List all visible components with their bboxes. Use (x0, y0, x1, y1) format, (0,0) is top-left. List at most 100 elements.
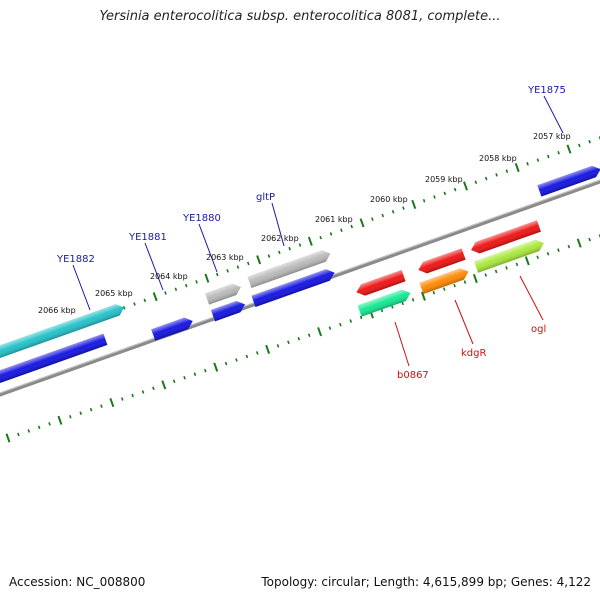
inner-tick (17, 432, 20, 437)
outer-tick (588, 139, 591, 144)
outer-tick (536, 158, 540, 162)
inner-tick (505, 266, 508, 270)
outer-tick (422, 198, 426, 203)
reverse-gene-label[interactable]: b0867 (397, 370, 429, 381)
inner-tick (120, 397, 124, 401)
gene-ye1882-rev[interactable] (0, 333, 108, 399)
outer-tick (143, 298, 147, 303)
gene-ye1880-grey[interactable] (205, 281, 243, 305)
outer-tick (215, 272, 219, 277)
outer-tick (359, 218, 365, 228)
inner-tick (494, 269, 498, 274)
inner-tick (276, 344, 280, 348)
gene-ogl-red-shade (471, 220, 541, 254)
forward-gene-label[interactable]: YE1875 (527, 85, 566, 96)
outer-tick (402, 206, 405, 210)
outer-tick (236, 265, 240, 269)
outer-tick (164, 291, 167, 295)
outer-tick (463, 181, 468, 191)
forward-gene-label[interactable]: gltP (256, 192, 275, 203)
inner-tick (317, 327, 323, 337)
gene-gltp[interactable] (251, 267, 336, 308)
inner-tick (109, 397, 115, 408)
ruler-tick-label: 2061 kbp (315, 215, 353, 224)
ruler-tick-label: 2066 kbp (38, 306, 76, 315)
inner-tick (5, 433, 11, 443)
inner-tick (557, 248, 560, 252)
outer-tick (514, 162, 520, 173)
gene-kdgr[interactable] (419, 266, 470, 295)
gene-ogl-red[interactable] (469, 220, 541, 255)
forward-label-leader (72, 264, 91, 311)
inner-tick (453, 283, 456, 288)
forward-gene-label[interactable]: YE1880 (182, 213, 221, 224)
gene-ye1881[interactable] (151, 315, 195, 341)
inner-tick (567, 244, 571, 249)
outer-tick (566, 144, 572, 154)
reverse-label-leader (454, 299, 474, 345)
inner-tick (161, 380, 167, 390)
text-labels: 2066 kbp 2065 kbp 2064 kbp 2063 kbp 2062 kbp… (38, 85, 571, 381)
reverse-gene-label[interactable]: ogl (531, 324, 546, 335)
inner-tick (484, 273, 488, 277)
inner-tick (100, 404, 103, 408)
outer-tick (174, 287, 178, 292)
inner-tick (213, 362, 219, 372)
inner-tick (524, 256, 530, 266)
outer-tick (319, 235, 322, 240)
outer-tick (411, 199, 417, 209)
topology-text: Topology: circular; Length: 4,615,899 bp… (261, 575, 591, 589)
forward-label-leader (271, 202, 285, 247)
inner-tick (69, 414, 72, 419)
inner-tick (255, 351, 259, 355)
gene-ye1882-segment[interactable] (0, 302, 126, 381)
inner-tick (183, 375, 186, 380)
inner-tick (515, 262, 519, 267)
inner-tick (328, 326, 332, 330)
ruler-tick-label: 2059 kbp (425, 175, 463, 184)
outer-tick (443, 191, 447, 196)
gene-ogl[interactable] (474, 237, 546, 273)
inner-tick (265, 344, 271, 354)
outer-tick (557, 150, 560, 155)
inner-tick (401, 301, 404, 306)
forward-gene-label[interactable]: YE1882 (56, 254, 95, 265)
map-title: Yersinia enterocolitica subsp. enterocol… (99, 9, 501, 24)
inner-tick (89, 407, 93, 412)
gene-features (0, 163, 600, 399)
inner-tick (224, 361, 228, 366)
label-leaders (72, 95, 564, 367)
gene-b0867[interactable] (357, 287, 413, 317)
inner-tick (432, 290, 436, 295)
gene-ye1880-grey-shade (205, 283, 241, 305)
inner-tick (359, 315, 363, 320)
outer-tick (152, 292, 158, 302)
gene-ye1880-shade (210, 301, 246, 322)
outer-tick (505, 169, 509, 173)
ruler-tick-label: 2063 kbp (206, 253, 244, 262)
outer-tick (391, 210, 395, 214)
inner-tick (141, 390, 145, 394)
gene-ye1881-shade (151, 317, 193, 341)
ruler-tick-label: 2060 kbp (370, 195, 408, 204)
gene-ye1880[interactable] (210, 299, 247, 322)
inner-tick (339, 322, 342, 327)
forward-label-leader (198, 223, 218, 273)
forward-label-leader (543, 95, 564, 134)
inner-tick (235, 358, 238, 362)
reverse-label-leader (394, 321, 410, 367)
gene-ye1875-shade (537, 165, 600, 197)
gene-kdgr-red[interactable] (416, 248, 466, 275)
gene-gltp-grey[interactable] (247, 248, 332, 289)
outer-tick (453, 187, 457, 192)
forward-gene-label[interactable]: YE1881 (128, 232, 167, 243)
inner-tick (463, 280, 467, 284)
outer-tick (484, 176, 488, 181)
gene-b0867-red[interactable] (354, 269, 406, 298)
gene-ye1875[interactable] (537, 163, 600, 197)
inner-tick (588, 237, 591, 242)
inner-tick (37, 425, 41, 430)
gene-ye1882-segment-shade (0, 304, 125, 381)
reverse-gene-label[interactable]: kdgR (461, 348, 486, 359)
inner-tick (297, 336, 301, 341)
